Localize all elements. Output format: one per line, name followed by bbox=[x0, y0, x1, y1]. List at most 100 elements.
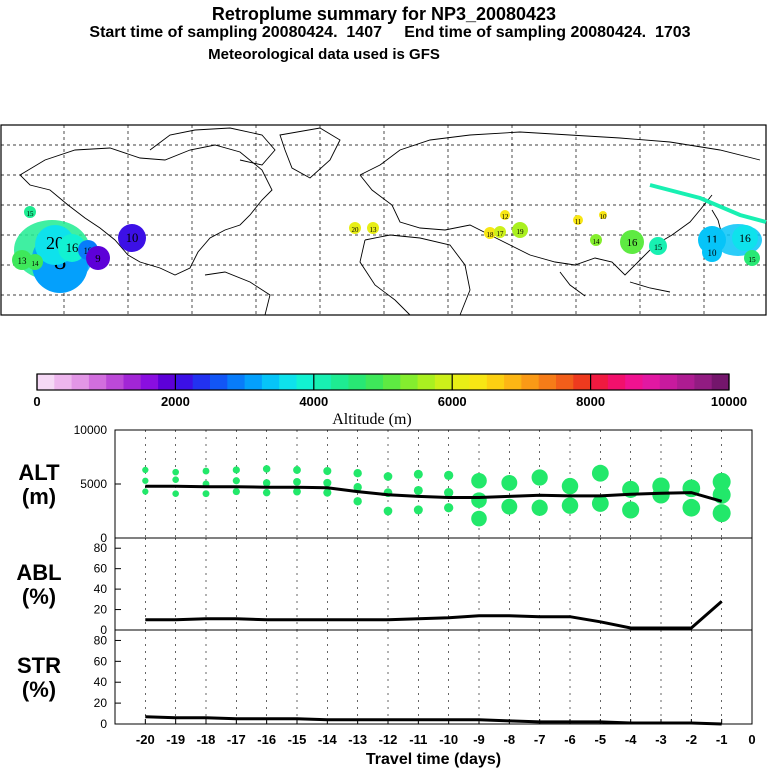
y-tick-label: 20 bbox=[94, 696, 108, 710]
plume-track bbox=[649, 183, 767, 224]
x-tick-label: -3 bbox=[655, 732, 667, 747]
alt-scatter-point bbox=[622, 501, 640, 519]
world-map: 1582016199101314201318171912111014161511… bbox=[0, 124, 767, 316]
plume-marker bbox=[702, 242, 722, 262]
plume-marker bbox=[27, 254, 43, 270]
colorbar-tick-label: 2000 bbox=[161, 394, 190, 409]
plume-marker bbox=[649, 237, 667, 255]
alt-scatter-point bbox=[591, 495, 609, 512]
alt-scatter-point bbox=[293, 477, 301, 486]
y-tick-label: 40 bbox=[94, 675, 108, 689]
panel-label: (%) bbox=[22, 584, 56, 609]
plume-marker bbox=[590, 234, 602, 246]
alt-scatter-point bbox=[172, 476, 179, 483]
colorbar-tick-label: 6000 bbox=[438, 394, 467, 409]
colorbar-swatch bbox=[54, 374, 73, 390]
colorbar-swatch bbox=[469, 374, 488, 390]
x-tick-label: 0 bbox=[748, 732, 755, 747]
panel-frame bbox=[114, 629, 753, 725]
colorbar-swatch bbox=[383, 374, 401, 390]
colorbar-swatch bbox=[694, 374, 713, 390]
alt-line bbox=[145, 484, 723, 503]
plume-marker bbox=[744, 250, 760, 266]
alt-scatter-point bbox=[501, 498, 518, 515]
x-tick-label: -8 bbox=[504, 732, 516, 747]
x-tick-label: -7 bbox=[534, 732, 546, 747]
panel-label: STR bbox=[17, 653, 61, 678]
colorbar-swatch bbox=[106, 374, 124, 390]
alt-scatter-point bbox=[561, 477, 579, 495]
alt-scatter-point bbox=[293, 487, 301, 496]
plume-marker bbox=[494, 226, 506, 238]
colorbar-swatch bbox=[642, 374, 661, 390]
y-tick-label: 5000 bbox=[80, 477, 107, 491]
alt-scatter-point bbox=[232, 477, 240, 485]
x-tick-label: -11 bbox=[409, 732, 427, 747]
alt-scatter-point bbox=[531, 499, 548, 516]
colorbar-swatch bbox=[227, 374, 246, 390]
alt-scatter-point bbox=[501, 474, 518, 491]
alt-scatter-point bbox=[142, 466, 149, 474]
y-tick-label: 60 bbox=[94, 654, 108, 668]
colorbar-tick-label: 4000 bbox=[299, 394, 328, 409]
colorbar-axis-label: Altitude (m) bbox=[332, 411, 412, 428]
coastlines bbox=[19, 127, 761, 316]
plume-marker bbox=[12, 250, 32, 270]
colorbar-swatch bbox=[192, 374, 211, 390]
x-tick-label: -13 bbox=[348, 732, 367, 747]
colorbar-swatch bbox=[261, 374, 280, 390]
alt-scatter-point bbox=[323, 466, 332, 476]
alt-scatter-point bbox=[471, 492, 487, 509]
colorbar-swatch bbox=[175, 374, 194, 390]
colorbar-tick-label: 10000 bbox=[711, 394, 747, 409]
alt-scatter-point bbox=[202, 467, 210, 475]
alt-scatter-point bbox=[383, 506, 393, 516]
alt-scatter-point bbox=[682, 498, 701, 517]
x-axis: -20 -19 -18 -17 -16 -15 -14 -13 -12 -11 -10 -9 -8 -7-… bbox=[136, 719, 756, 768]
plume-marker-label: 14 bbox=[31, 260, 39, 268]
colorbar-tick-label: 8000 bbox=[576, 394, 605, 409]
colorbar-swatch bbox=[504, 374, 522, 390]
plume-marker bbox=[620, 230, 644, 254]
x-tick-label: -1 bbox=[716, 732, 728, 747]
x-tick-label: -12 bbox=[379, 732, 398, 747]
panel-label: (m) bbox=[22, 484, 56, 509]
alt-scatter-point bbox=[232, 466, 240, 474]
plume-marker-label: 17 bbox=[497, 230, 505, 238]
x-tick-label: -5 bbox=[595, 732, 607, 747]
plume-marker-label: 10 bbox=[126, 231, 139, 245]
colorbar-swatch bbox=[659, 374, 678, 390]
time-series-panels: 0500010000ALT(m)020406080ABL(%)020406080… bbox=[16, 423, 755, 768]
colorbar-swatch bbox=[452, 374, 470, 390]
plume-marker-label: 16 bbox=[739, 232, 751, 245]
panel-label: (%) bbox=[22, 677, 56, 702]
colorbar-swatch bbox=[607, 374, 626, 390]
x-tick-label: -20 bbox=[136, 732, 155, 747]
alt-scatter-point bbox=[383, 472, 393, 481]
colorbar-swatch bbox=[71, 374, 90, 390]
altitude-colorbar: 0 2000 4000 6000 8000 10000 bbox=[33, 373, 747, 409]
alt-scatter-point bbox=[142, 488, 149, 495]
panel-label: ABL bbox=[16, 560, 61, 585]
alt-scatter-point bbox=[323, 488, 332, 497]
colorbar-swatch bbox=[365, 374, 384, 390]
x-axis-label: Travel time (days) bbox=[366, 751, 501, 768]
colorbar-swatch bbox=[486, 374, 505, 390]
plume-marker-label: 16 bbox=[66, 241, 79, 255]
plume-marker-label: 20 bbox=[352, 226, 360, 234]
plume-marker-label: 13 bbox=[370, 226, 378, 234]
met-data-line: Meteorological data used is GFS bbox=[208, 46, 440, 63]
alt-scatter-point bbox=[353, 469, 362, 478]
alt-scatter-point bbox=[591, 464, 609, 482]
plume-marker bbox=[24, 206, 36, 218]
alt-scatter-point bbox=[262, 479, 271, 487]
plume-marker bbox=[484, 227, 496, 239]
plume-marker bbox=[599, 211, 607, 219]
colorbar-swatch bbox=[625, 374, 643, 390]
colorbar-swatch bbox=[123, 374, 142, 390]
colorbar-swatch bbox=[331, 374, 349, 390]
panel-abl: 0 20 40 60 80 ABL(%) bbox=[16, 537, 753, 637]
plume-markers: 1582016199101314201318171912111014161511… bbox=[12, 183, 767, 293]
y-tick-label: 40 bbox=[94, 582, 108, 596]
x-tick-label: -18 bbox=[197, 732, 216, 747]
